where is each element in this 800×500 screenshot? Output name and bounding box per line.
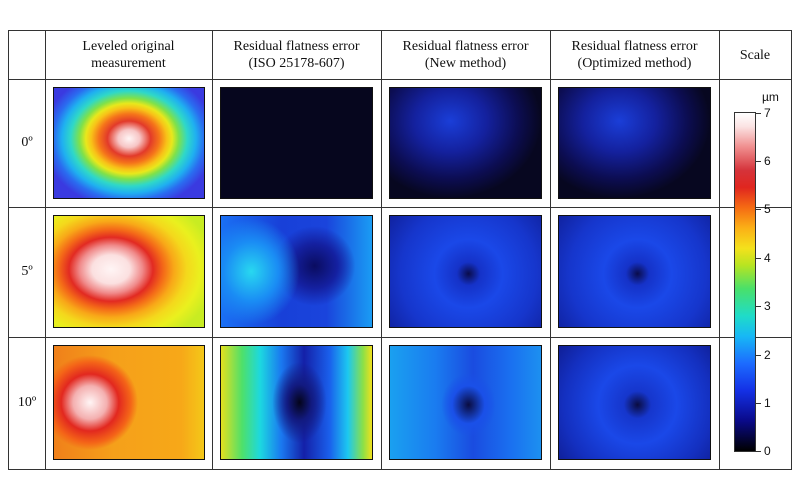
row-label-0: 0º bbox=[21, 135, 33, 150]
scale-tick-label: 0 bbox=[764, 444, 771, 458]
divider bbox=[719, 31, 720, 469]
scale-tick-label: 2 bbox=[764, 348, 771, 362]
scale-tick bbox=[756, 258, 761, 259]
heatmap-original-5deg bbox=[53, 215, 205, 328]
scale-tick-label: 1 bbox=[764, 396, 771, 410]
heatmap-new-0deg bbox=[389, 87, 542, 199]
row-label-10: 10º bbox=[17, 395, 37, 410]
heatmap-optimized-0deg bbox=[558, 87, 711, 199]
heatmap-optimized-5deg bbox=[558, 215, 711, 328]
header-new-method: Residual flatness error (New method) bbox=[381, 31, 550, 79]
divider bbox=[212, 31, 213, 469]
scale-tick-label: 5 bbox=[764, 202, 771, 216]
header-scale: Scale bbox=[719, 31, 791, 79]
row-label-5: 5º bbox=[21, 264, 33, 279]
scale-tick bbox=[756, 403, 761, 404]
scale-tick bbox=[756, 355, 761, 356]
divider bbox=[9, 337, 791, 338]
scale-tick bbox=[756, 451, 761, 452]
header-line: Scale bbox=[739, 47, 771, 63]
header-line: Residual flatness error bbox=[402, 39, 529, 54]
header-line: Residual flatness error bbox=[233, 39, 360, 54]
scale-tick bbox=[756, 209, 761, 210]
divider bbox=[550, 31, 551, 469]
scale-tick-label: 7 bbox=[764, 106, 771, 120]
heatmap-new-5deg bbox=[389, 215, 542, 328]
color-scale-bar bbox=[734, 112, 756, 452]
divider bbox=[381, 31, 382, 469]
header-line: (New method) bbox=[424, 56, 507, 71]
heatmap-original-0deg bbox=[53, 87, 205, 199]
divider bbox=[9, 79, 791, 80]
heatmap-iso-5deg bbox=[220, 215, 373, 328]
header-line: Residual flatness error bbox=[571, 39, 698, 54]
figure-table: Leveled original measurement Residual fl… bbox=[8, 30, 792, 470]
scale-tick bbox=[756, 306, 761, 307]
scale-tick-label: 4 bbox=[764, 251, 771, 265]
header-line: (ISO 25178-607) bbox=[248, 56, 345, 71]
heatmap-new-10deg bbox=[389, 345, 542, 460]
header-leveled-original: Leveled original measurement bbox=[45, 31, 212, 79]
header-optimized: Residual flatness error (Optimized metho… bbox=[550, 31, 719, 79]
heatmap-original-10deg bbox=[53, 345, 205, 460]
header-line: (Optimized method) bbox=[577, 56, 692, 71]
scale-tick-label: 3 bbox=[764, 299, 771, 313]
scale-tick bbox=[756, 161, 761, 162]
header-iso: Residual flatness error (ISO 25178-607) bbox=[212, 31, 381, 79]
divider bbox=[45, 31, 46, 469]
divider bbox=[9, 207, 791, 208]
header-line: measurement bbox=[91, 56, 166, 71]
heatmap-iso-0deg bbox=[220, 87, 373, 199]
scale-unit: µm bbox=[762, 90, 779, 104]
header-line: Leveled original bbox=[82, 39, 175, 54]
scale-tick bbox=[756, 113, 761, 114]
heatmap-optimized-10deg bbox=[558, 345, 711, 460]
scale-tick-label: 6 bbox=[764, 154, 771, 168]
heatmap-iso-10deg bbox=[220, 345, 373, 460]
